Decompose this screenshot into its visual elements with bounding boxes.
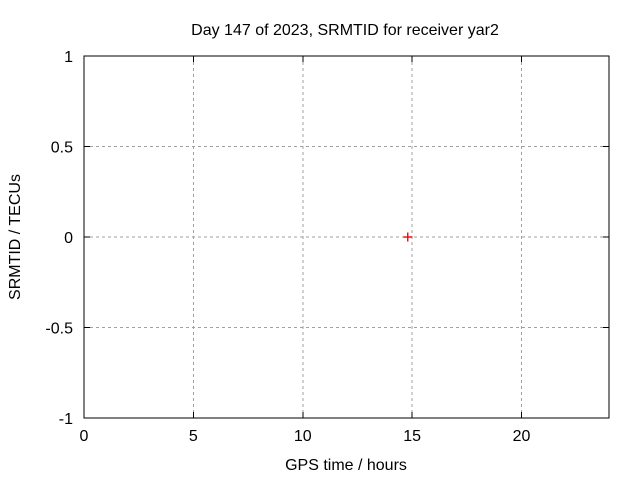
data-point-marker: [403, 232, 413, 242]
y-tick-label: 0.5: [51, 140, 73, 157]
tick-label-layer: 0 5 10 15 20 1 0.5 0 -0.5 -1: [45, 49, 530, 445]
y-tick-label: 0: [64, 230, 73, 247]
x-tick-label: 15: [403, 428, 421, 445]
x-tick-label: 0: [80, 428, 89, 445]
y-axis-title: SRMTID / TECUs: [7, 174, 24, 300]
chart-title: Day 147 of 2023, SRMTID for receiver yar…: [191, 22, 499, 39]
x-axis-title: GPS time / hours: [285, 457, 407, 474]
axis-layer: [83, 55, 610, 419]
x-tick-label: 5: [189, 428, 198, 445]
x-tick-label: 20: [513, 428, 531, 445]
y-tick-label: 1: [64, 49, 73, 66]
x-tick-label: 10: [294, 428, 312, 445]
series-layer: [403, 232, 413, 242]
y-tick-label: -1: [59, 411, 73, 428]
y-tick-label: -0.5: [45, 321, 73, 338]
grid-layer: [83, 55, 609, 419]
